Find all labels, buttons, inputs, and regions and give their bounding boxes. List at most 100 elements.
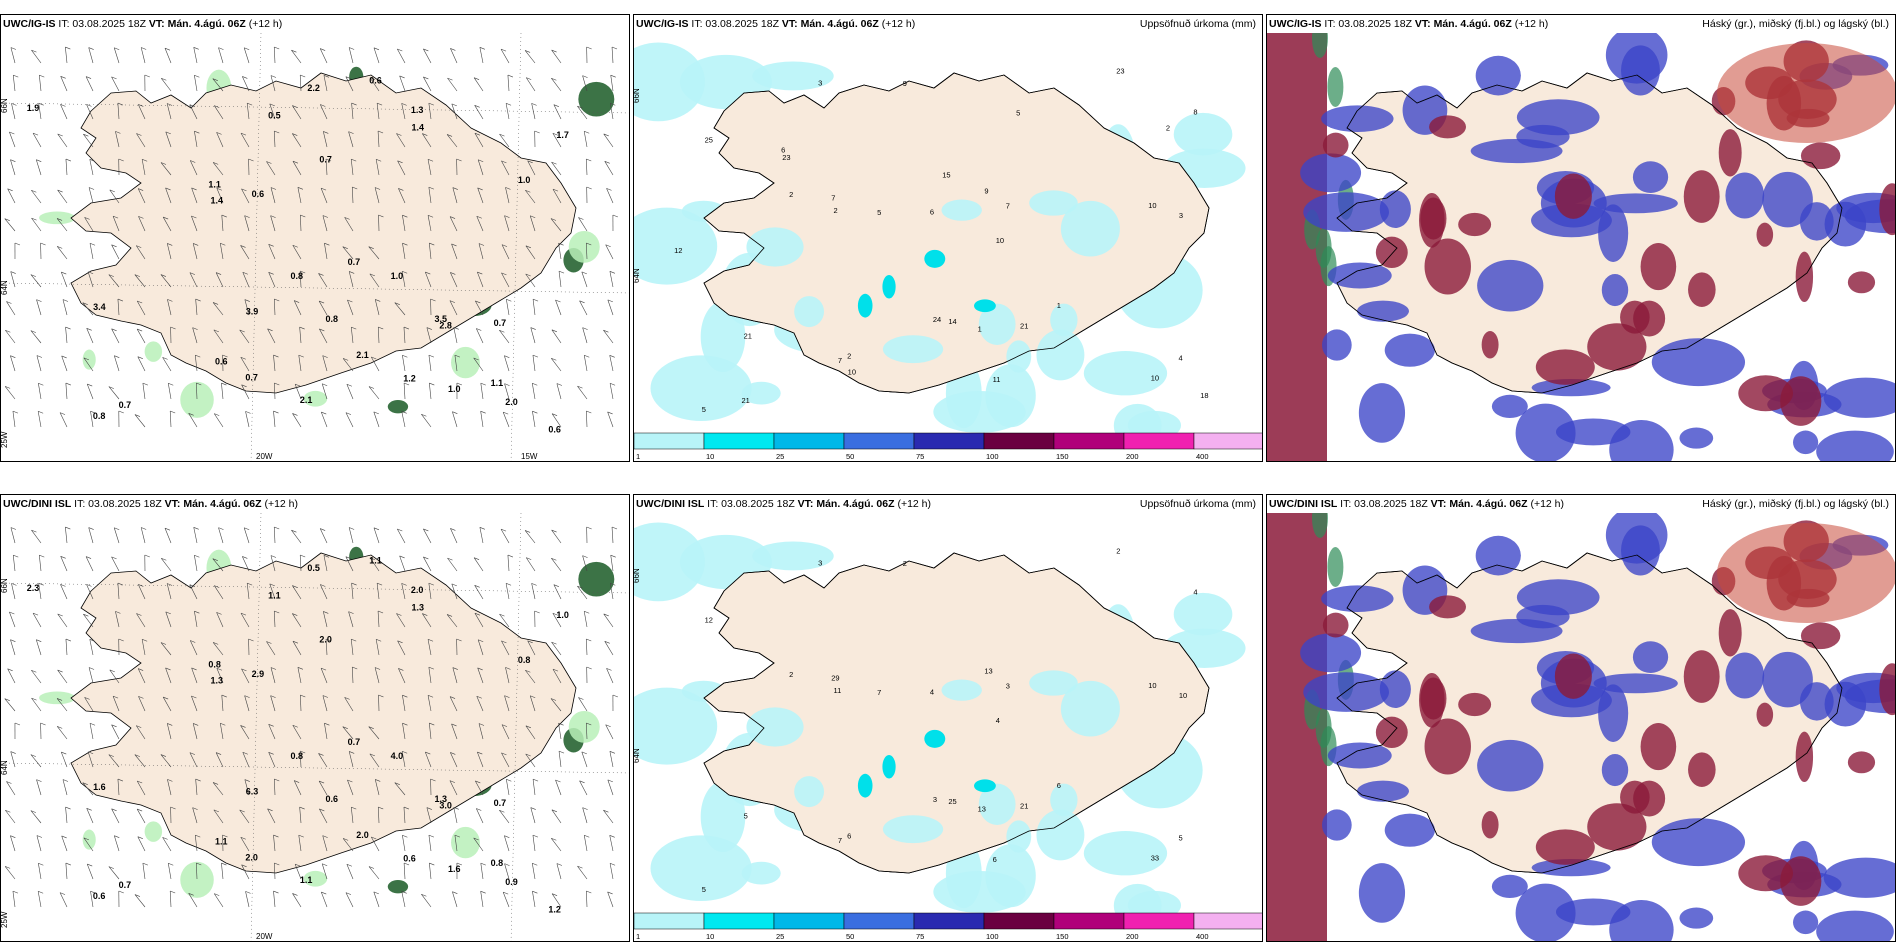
wind-value: 2.0 xyxy=(411,585,424,595)
wind-value: 0.6 xyxy=(93,891,106,901)
iceland-land xyxy=(70,72,577,394)
legend-label: 400 xyxy=(1196,452,1209,461)
precip-value: 3 xyxy=(1006,682,1010,691)
lat-label: 66N xyxy=(634,88,641,103)
wind-value: 4.0 xyxy=(391,751,404,761)
wind-value: 0.7 xyxy=(119,880,132,890)
cloud-panel-row1: UWC/IG-IS IT: 03.08.2025 18Z VT: Mán. 4.… xyxy=(1266,14,1896,462)
legend-swatch xyxy=(703,912,775,930)
legend-swatch xyxy=(773,912,845,930)
wind-value: 0.6 xyxy=(403,854,416,864)
precip-value: 3 xyxy=(933,795,937,804)
wind-value: 0.6 xyxy=(548,425,561,435)
wind-value: 1.1 xyxy=(369,555,382,565)
precip-value: 10 xyxy=(848,368,856,377)
precip-map: 5432171065149322172521102124710981123215… xyxy=(634,42,1246,433)
precip-value: 4 xyxy=(1179,353,1183,362)
init-time: IT: 03.08.2025 18Z xyxy=(58,18,146,30)
precip-value: 3 xyxy=(1179,211,1183,220)
wind-barbs xyxy=(4,46,619,428)
precip-value: 21 xyxy=(742,396,750,405)
legend-label: 200 xyxy=(1126,452,1139,461)
init-time: IT: 03.08.2025 18Z xyxy=(1340,498,1428,510)
cloud-title: Háský (gr.), miðský (fj.bl.) og lágský (… xyxy=(1702,18,1889,30)
precip-title: Uppsöfnuð úrkoma (mm) xyxy=(1139,18,1256,30)
precip-value: 5 xyxy=(702,405,706,414)
panel-title: UWC/IG-IS IT: 03.08.2025 18Z VT: Mán. 4.… xyxy=(636,18,915,30)
valid-time: VT: Mán. 4.ágú. 06Z xyxy=(797,498,895,510)
precip-value: 23 xyxy=(1116,67,1124,76)
wind-value: 1.3 xyxy=(210,675,223,685)
wind-value: 2.1 xyxy=(300,395,313,405)
legend-swatch xyxy=(634,432,705,450)
wind-panel-row2: UWC/DINI ISL IT: 03.08.2025 18Z VT: Mán.… xyxy=(0,494,630,942)
legend-label: 50 xyxy=(846,452,854,461)
wind-value: 3.0 xyxy=(439,800,452,810)
precip-value: 5 xyxy=(877,208,881,217)
wind-value: 0.8 xyxy=(491,858,504,868)
precip-value: 7 xyxy=(838,836,842,845)
wind-value: 2.1 xyxy=(356,350,369,360)
wind-value: 2.0 xyxy=(505,397,518,407)
legend-label: 10 xyxy=(706,932,714,941)
wind-value: 0.7 xyxy=(494,318,507,328)
legend-swatch xyxy=(773,432,845,450)
wind-value: 3.4 xyxy=(93,302,106,312)
legend-swatch xyxy=(1193,432,1262,450)
panel-title: UWC/IG-IS IT: 03.08.2025 18Z VT: Mán. 4.… xyxy=(1269,18,1548,30)
legend-swatch xyxy=(843,912,915,930)
precip-value: 4 xyxy=(1193,588,1197,597)
legend-swatch xyxy=(703,432,775,450)
legend-label: 50 xyxy=(846,932,854,941)
precip-legend: 1 10 25 50 75 100 150 200 400 xyxy=(634,912,1262,941)
wind-value: 0.9 xyxy=(505,877,518,887)
precip-value: 7 xyxy=(877,688,881,697)
precip-value: 5 xyxy=(702,885,706,894)
iceland-land xyxy=(70,552,577,874)
precip-value: 13 xyxy=(984,667,992,676)
wind-value: 1.2 xyxy=(548,905,561,915)
wind-values: 0.8 0.7 0.7 0.8 0.5 0.6 1.1 1.3 1.0 0.6 0.6 1.4 0.7 2… xyxy=(27,75,569,434)
wind-value: 0.8 xyxy=(518,655,531,665)
wind-value: 1.2 xyxy=(403,374,416,384)
wind-value: 0.8 xyxy=(325,314,338,324)
wind-value: 1.6 xyxy=(448,864,461,874)
precip-value: 10 xyxy=(1148,201,1156,210)
precip-value: 11 xyxy=(833,686,841,695)
init-time: IT: 03.08.2025 18Z xyxy=(74,498,162,510)
wind-panel-row1: UWC/IG-IS IT: 03.08.2025 18Z VT: Mán. 4.… xyxy=(0,14,630,462)
precip-value: 2 xyxy=(903,559,907,568)
wind-value: 1.7 xyxy=(556,130,569,140)
valid-time: VT: Mán. 4.ágú. 06Z xyxy=(1414,18,1512,30)
precip-legend: 1 10 25 50 75 100 150 200 400 xyxy=(634,432,1262,461)
lon-label: 20W xyxy=(256,452,273,461)
wind-values: 0.6 0.7 0.7 0.6 1.1 1.1 0.8 2.0 1.6 1.1 1.2 1.3 2.0 0… xyxy=(27,555,569,914)
lead-time: (+12 h) xyxy=(1514,18,1549,30)
lat-label: 25W xyxy=(1,911,9,928)
precip-value: 2 xyxy=(847,351,851,360)
init-time: IT: 03.08.2025 18Z xyxy=(1324,18,1412,30)
precip-value: 33 xyxy=(1151,854,1159,863)
wind-value: 0.7 xyxy=(245,373,258,383)
precip-value: 5 xyxy=(744,812,748,821)
precip-value: 6 xyxy=(847,831,851,840)
lat-label: 66N xyxy=(634,568,641,583)
precip-value: 12 xyxy=(674,246,682,255)
lat-label: 66N xyxy=(1,98,9,113)
precip-value: 9 xyxy=(903,79,907,88)
wind-value: 0.8 xyxy=(93,411,106,421)
wind-value: 2.3 xyxy=(27,583,40,593)
wind-value: 1.3 xyxy=(411,105,424,115)
legend-swatch xyxy=(1193,912,1262,930)
precip-value: 5 xyxy=(1016,108,1020,117)
lat-label: 66N xyxy=(1,578,9,593)
precip-value: 24 xyxy=(933,315,941,324)
lat-label: 64N xyxy=(634,268,641,283)
panel-title: UWC/DINI ISL IT: 03.08.2025 18Z VT: Mán.… xyxy=(3,498,298,510)
wind-map: 0.6 0.7 0.7 0.6 1.1 1.1 0.8 2.0 1.6 1.1 1.2 1.3 2.0 0… xyxy=(1,513,629,941)
precip-value: 11 xyxy=(993,375,1001,384)
wind-value: 0.7 xyxy=(319,155,332,165)
legend-swatch xyxy=(913,432,985,450)
valid-time: VT: Mán. 4.ágú. 06Z xyxy=(148,18,246,30)
lat-label: 25W xyxy=(1,431,9,448)
